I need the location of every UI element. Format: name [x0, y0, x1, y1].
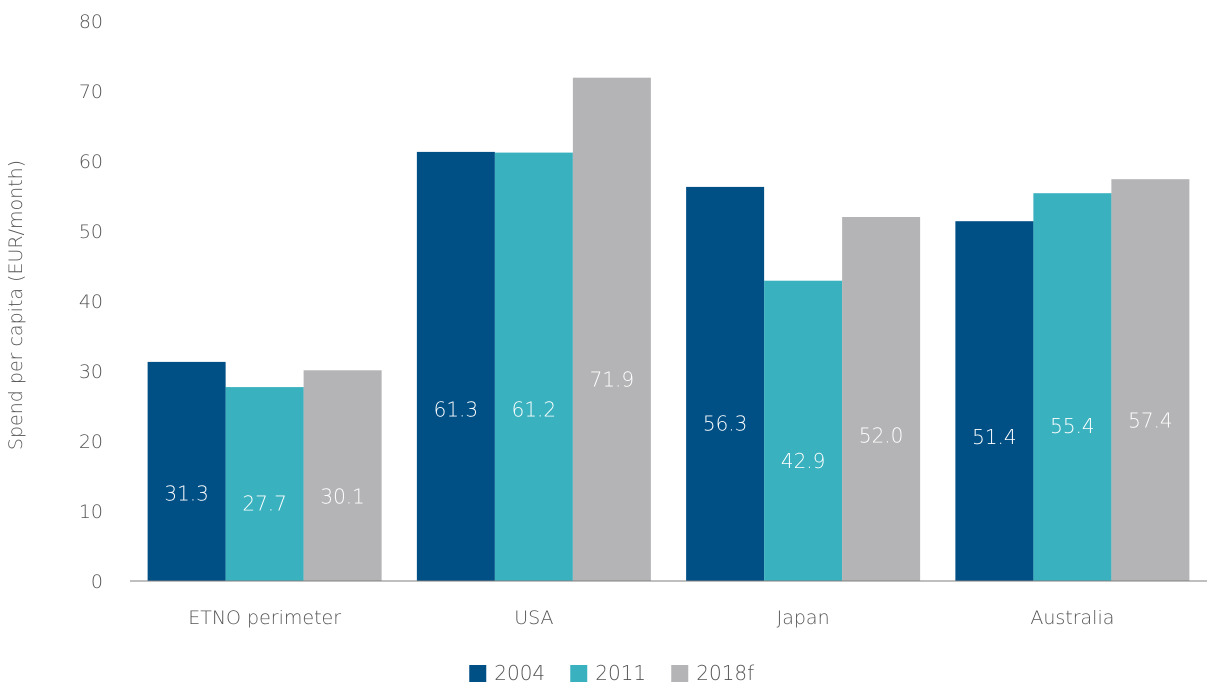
data-labels: 31.3 27.7 30.1 61.3 61.2 71.9 56.3 42.9 52.0 51.4… [164, 368, 1172, 516]
y-tick-label: 20 [79, 431, 103, 453]
legend-swatch-2018f [671, 665, 689, 682]
x-category-label: Japan [777, 607, 830, 629]
bar-2004-australia [955, 221, 1034, 581]
legend-swatch-2004 [469, 665, 487, 682]
bar-value-label: 56.3 [703, 411, 748, 435]
bar-2011-japan [764, 280, 843, 581]
x-category-label: Australia [1030, 607, 1114, 629]
y-tick-label: 60 [79, 151, 103, 173]
x-category-label: USA [514, 607, 553, 629]
bar-value-label: 52.0 [859, 423, 904, 447]
bar-value-label: 57.4 [1128, 408, 1173, 432]
bar-2018f-australia [1111, 179, 1190, 581]
bar-value-label: 42.9 [781, 449, 826, 473]
bar-2018f-etno-perimeter [303, 370, 382, 581]
bar-group [147, 77, 1190, 581]
legend-label-2004: 2004 [494, 661, 545, 685]
bar-value-label: 61.2 [512, 398, 557, 422]
bar-value-label: 30.1 [320, 485, 365, 509]
bar-value-label: 71.9 [590, 368, 635, 392]
legend: 2004 2011 2018f [469, 661, 754, 685]
bar-2018f-japan [842, 217, 921, 581]
y-tick-label: 50 [79, 221, 103, 243]
legend-label-2018f: 2018f [696, 661, 754, 685]
bar-value-label: 55.4 [1050, 414, 1095, 438]
y-axis-ticks: 0 10 20 30 40 50 60 70 80 [79, 11, 103, 593]
y-axis-title: Spend per capita (EUR/month) [5, 160, 27, 450]
bar-value-label: 61.3 [434, 397, 479, 421]
y-tick-label: 0 [91, 571, 103, 593]
bar-2011-etno-perimeter [225, 387, 304, 581]
bar-value-label: 51.4 [972, 425, 1017, 449]
y-tick-label: 30 [79, 361, 103, 383]
legend-label-2011: 2011 [595, 661, 646, 685]
bar-value-label: 27.7 [242, 491, 287, 515]
x-category-label: ETNO perimeter [188, 607, 341, 629]
bar-2004-japan [686, 186, 765, 581]
bar-2004-etno-perimeter [147, 361, 226, 581]
legend-swatch-2011 [570, 665, 588, 682]
category-labels: ETNO perimeter USA Japan Australia [188, 607, 1114, 629]
y-tick-label: 80 [79, 11, 103, 33]
y-tick-label: 40 [79, 291, 103, 313]
bar-2004-usa [416, 151, 495, 581]
bar-2018f-usa [572, 77, 651, 581]
y-tick-label: 10 [79, 501, 103, 523]
bar-value-label: 31.3 [164, 481, 209, 505]
bar-2011-usa [494, 152, 573, 581]
bar-2011-australia [1033, 193, 1112, 581]
y-tick-label: 70 [79, 81, 103, 103]
